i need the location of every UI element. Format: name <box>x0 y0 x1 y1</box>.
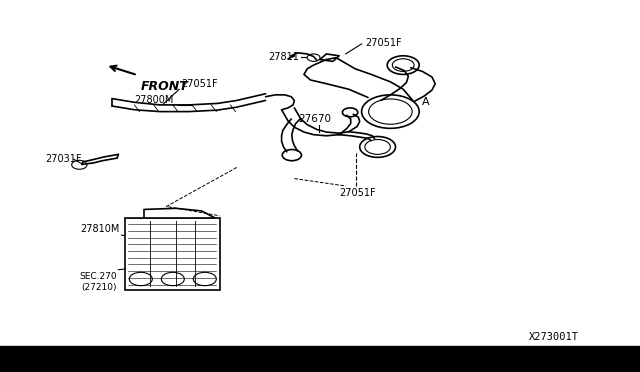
Bar <box>125 218 220 290</box>
Text: 27031F: 27031F <box>45 154 81 164</box>
Text: FRONT: FRONT <box>141 80 189 93</box>
Text: 27670: 27670 <box>298 113 332 124</box>
Text: 27051F: 27051F <box>181 78 218 89</box>
Bar <box>0 346 640 372</box>
Text: X273001T: X273001T <box>529 332 579 342</box>
Text: 27810M: 27810M <box>80 224 120 234</box>
Text: 27051F: 27051F <box>339 188 376 198</box>
Text: 27811: 27811 <box>269 52 300 61</box>
Text: 27800M: 27800M <box>134 95 174 105</box>
Text: 27051F: 27051F <box>365 38 401 48</box>
Text: A: A <box>422 97 430 107</box>
Text: SEC.270
(27210): SEC.270 (27210) <box>79 272 117 292</box>
